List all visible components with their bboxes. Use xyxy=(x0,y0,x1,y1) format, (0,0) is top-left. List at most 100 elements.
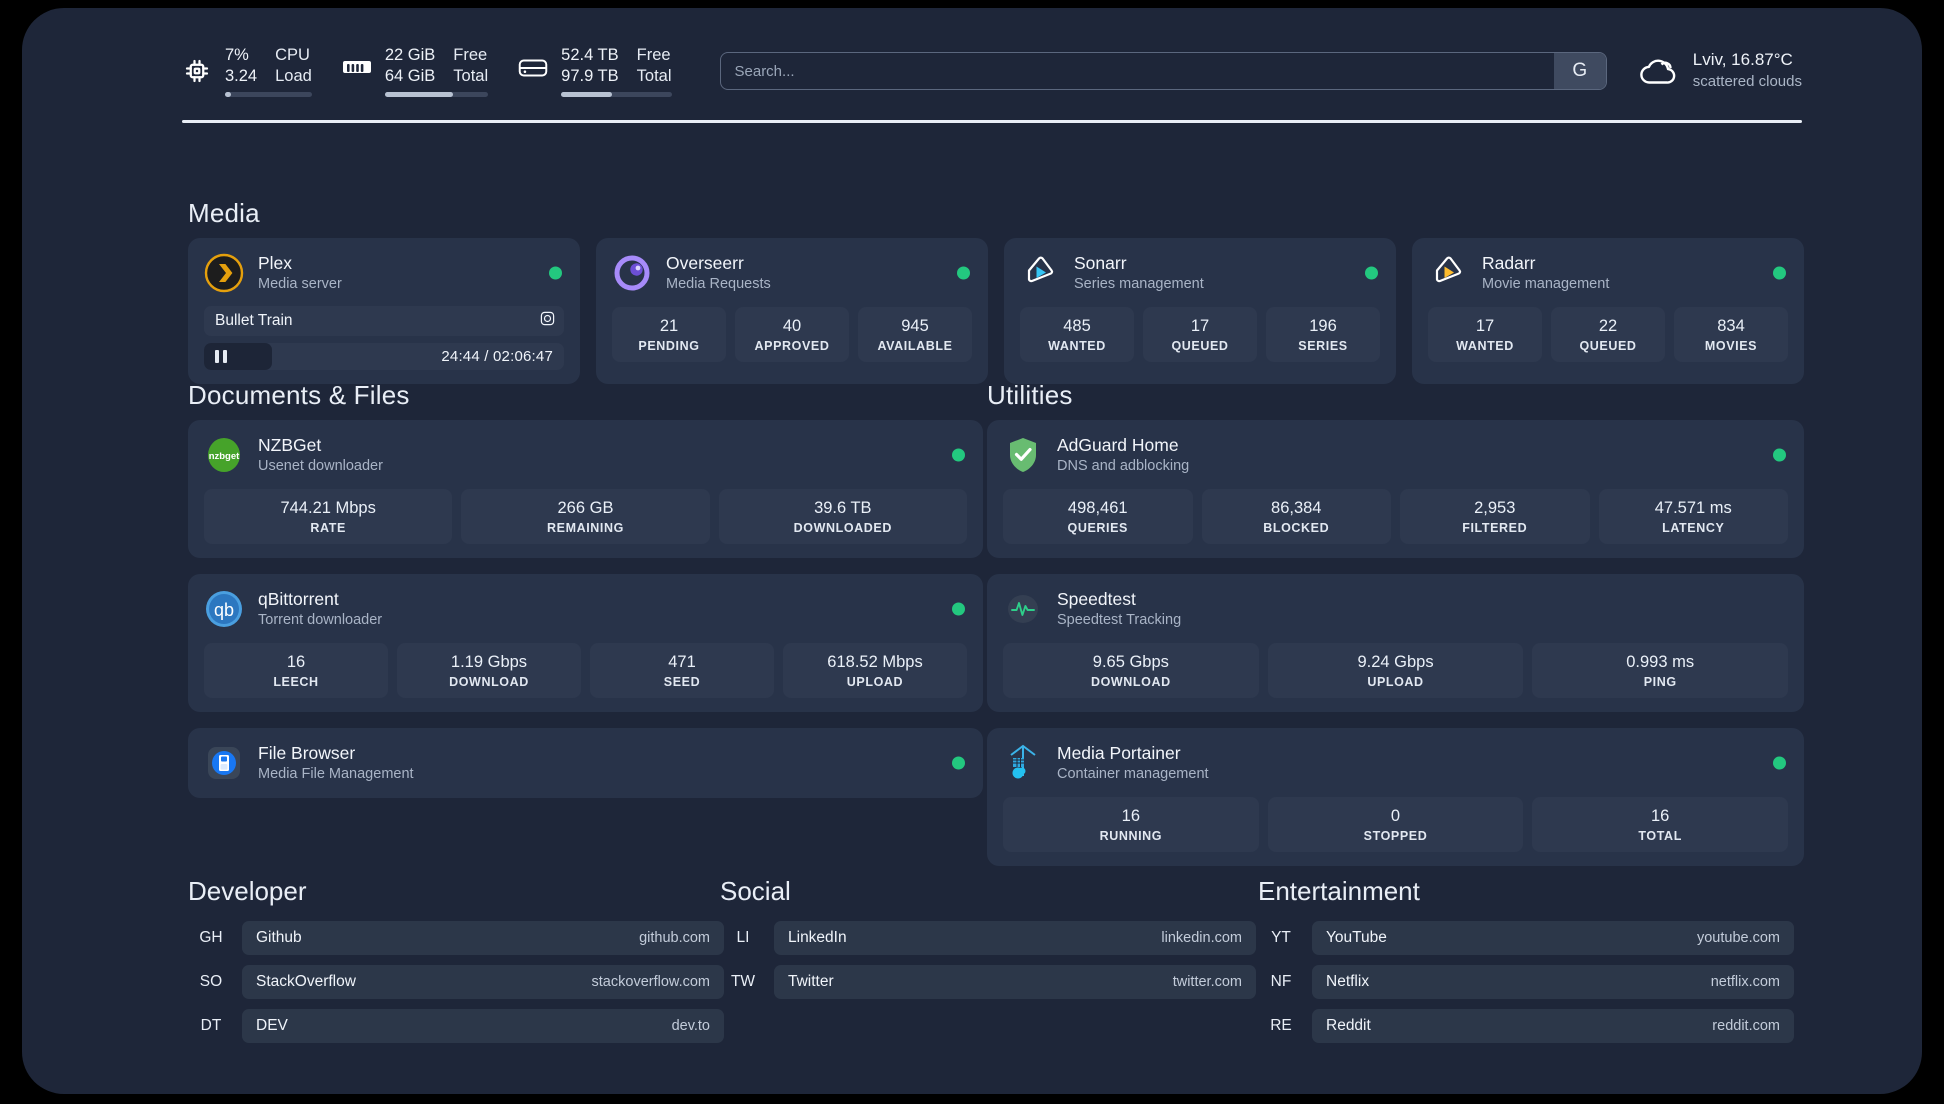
bookmark-url: twitter.com xyxy=(1172,974,1242,990)
bookmark-group-social: Social LI LinkedIn linkedin.com TW Twitter twi… xyxy=(720,876,1256,1009)
utilities-card-column: AdGuard Home DNS and adblocking 498,461 QUE… xyxy=(987,420,1804,867)
stat-cell: 17 QUEUED xyxy=(1143,306,1257,363)
gear-icon[interactable] xyxy=(540,311,555,331)
service-card-header: Speedtest Speedtest Tracking xyxy=(1003,588,1788,630)
service-card[interactable]: File Browser Media File Management xyxy=(188,728,983,798)
stat-value: 0.993 ms xyxy=(1626,652,1695,671)
stat-cell: 2,953 FILTERED xyxy=(1400,488,1590,545)
service-card-header: File Browser Media File Management xyxy=(204,742,967,784)
bookmark-group-entertainment: Entertainment YT YouTube youtube.com NF Netfl… xyxy=(1258,876,1794,1053)
stat-value: 22 xyxy=(1598,316,1618,335)
section-title-documents: Documents & Files xyxy=(188,380,410,410)
memory-stick-icon xyxy=(342,56,372,86)
now-playing-progress-bar[interactable]: 24:44 / 02:06:47 xyxy=(204,342,564,370)
stat-cell: 471 SEED xyxy=(590,642,774,699)
bookmark-row[interactable]: RE Reddit reddit.com xyxy=(1258,1009,1794,1043)
service-stat-row: 21 PENDING 40 APPROVED 945 AVAILABLE xyxy=(612,306,972,363)
service-card[interactable]: Sonarr Series management 485 WANTED 17 QUEUED… xyxy=(1004,238,1396,384)
stat-label: BLOCKED xyxy=(1263,521,1330,536)
stat-label: RATE xyxy=(310,521,346,536)
bookmark-row[interactable]: YT YouTube youtube.com xyxy=(1258,921,1794,955)
stat-value: 16 xyxy=(1651,806,1670,825)
bookmark-url: netflix.com xyxy=(1710,974,1780,990)
bookmark-row[interactable]: LI LinkedIn linkedin.com xyxy=(720,921,1256,955)
bookmark-link[interactable]: DEV dev.to xyxy=(242,1009,724,1043)
service-card[interactable]: Plex Media server Bullet Train 24:44 / 02:0… xyxy=(188,238,580,384)
service-card-text: Plex Media server xyxy=(258,252,342,294)
service-card[interactable]: Media Portainer Container management 16 RUN… xyxy=(987,728,1804,867)
stat-label: RUNNING xyxy=(1099,829,1163,844)
stat-label: LATENCY xyxy=(1662,521,1725,536)
qbittorrent-logo-icon: qb xyxy=(204,589,244,629)
stat-cell: 22 QUEUED xyxy=(1551,306,1665,363)
bookmark-link[interactable]: StackOverflow stackoverflow.com xyxy=(242,965,724,999)
service-card[interactable]: AdGuard Home DNS and adblocking 498,461 QUE… xyxy=(987,420,1804,559)
stat-value: 17 xyxy=(1475,316,1495,335)
stat-value: 196 xyxy=(1309,316,1337,335)
bookmark-name: DEV xyxy=(256,1017,288,1034)
stat-value: 39.6 TB xyxy=(814,498,872,517)
search-bar[interactable]: G xyxy=(719,52,1607,90)
service-card[interactable]: Overseerr Media Requests 21 PENDING 40 APPROV… xyxy=(596,238,988,384)
pause-icon[interactable] xyxy=(215,349,227,363)
stat-value: 2,953 xyxy=(1474,498,1516,517)
status-indicator-online xyxy=(1773,756,1786,770)
bookmark-link[interactable]: Twitter twitter.com xyxy=(774,965,1256,999)
stat-value: 834 xyxy=(1717,316,1745,335)
bookmark-badge: NF xyxy=(1270,973,1292,990)
stat-cell: 0 STOPPED xyxy=(1267,796,1524,853)
bookmark-badge: GH xyxy=(199,929,223,946)
service-stat-row: 16 LEECH 1.19 Gbps DOWNLOAD 471 SEED 618.52 Mb… xyxy=(204,642,967,699)
stat-label: SEED xyxy=(663,675,701,690)
bookmark-link[interactable]: LinkedIn linkedin.com xyxy=(774,921,1256,955)
service-card[interactable]: Speedtest Speedtest Tracking 9.65 Gbps DOWN… xyxy=(987,574,1804,713)
bookmark-badge: DT xyxy=(200,1017,222,1034)
service-card-text: Sonarr Series management xyxy=(1074,252,1204,294)
bookmark-row[interactable]: DT DEV dev.to xyxy=(188,1009,724,1043)
bookmark-link[interactable]: Github github.com xyxy=(242,921,724,955)
service-description: Media Requests xyxy=(666,275,771,292)
weather-widget[interactable]: Lviv, 16.87°C scattered clouds xyxy=(1637,49,1802,92)
stat-value: 471 xyxy=(668,652,696,671)
stat-label: PING xyxy=(1643,675,1677,690)
search-engine-button[interactable]: G xyxy=(1553,53,1606,89)
stat-label: AVAILABLE xyxy=(877,339,953,354)
search-input[interactable] xyxy=(720,53,1554,89)
bookmark-row[interactable]: TW Twitter twitter.com xyxy=(720,965,1256,999)
bookmark-row[interactable]: SO StackOverflow stackoverflow.com xyxy=(188,965,724,999)
stat-value: 16 xyxy=(1121,806,1141,825)
service-card[interactable]: nzbget NZBGet Usenet downloader 744.21 Mbps… xyxy=(188,420,983,559)
bookmark-url: dev.to xyxy=(671,1018,710,1034)
stat-label: LEECH xyxy=(273,675,319,690)
bookmark-name: YouTube xyxy=(1326,929,1387,946)
stat-value: 86,384 xyxy=(1271,498,1322,517)
bookmark-link[interactable]: YouTube youtube.com xyxy=(1312,921,1794,955)
hard-drive-icon xyxy=(518,56,548,86)
service-card-text: Media Portainer Container management xyxy=(1057,742,1209,784)
disk-total-label: Total xyxy=(636,66,672,85)
service-card[interactable]: Radarr Movie management 17 WANTED 22 QUEUED 83… xyxy=(1412,238,1804,384)
now-playing-title: Bullet Train xyxy=(215,311,293,329)
stat-value: 9.24 Gbps xyxy=(1357,652,1434,671)
bookmark-url: reddit.com xyxy=(1712,1018,1780,1034)
bookmark-badge: SO xyxy=(199,973,223,990)
bookmark-row[interactable]: GH Github github.com xyxy=(188,921,724,955)
bookmark-row[interactable]: NF Netflix netflix.com xyxy=(1258,965,1794,999)
bookmark-link[interactable]: Reddit reddit.com xyxy=(1312,1009,1794,1043)
disk-total-value: 97.9 TB xyxy=(561,66,619,85)
service-card[interactable]: qb qBittorrent Torrent downloader 16 LEECH 1.… xyxy=(188,574,983,713)
weather-condition: scattered clouds xyxy=(1692,73,1802,91)
stat-label: WANTED xyxy=(1048,339,1106,354)
service-description: Series management xyxy=(1074,275,1204,292)
dashboard-window: 7% 3.24 CPU Load xyxy=(22,8,1922,1094)
stat-cell: 945 AVAILABLE xyxy=(858,306,972,363)
service-name: qBittorrent xyxy=(258,589,339,610)
disk-free-label: Free xyxy=(636,45,671,64)
status-indicator-online xyxy=(1773,266,1786,280)
stat-cell: 21 PENDING xyxy=(612,306,726,363)
stat-label: REMAINING xyxy=(547,521,624,536)
stat-cell: 40 APPROVED xyxy=(735,306,849,363)
bookmark-link[interactable]: Netflix netflix.com xyxy=(1312,965,1794,999)
stat-cell: 9.65 Gbps DOWNLOAD xyxy=(1003,642,1259,699)
stat-cell: 16 RUNNING xyxy=(1003,796,1259,853)
